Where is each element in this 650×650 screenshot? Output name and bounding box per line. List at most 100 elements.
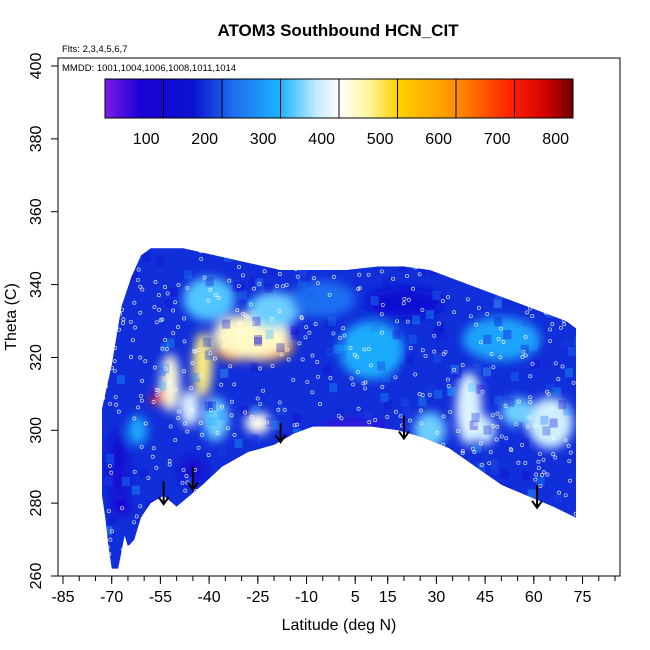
heatmap-pixel bbox=[252, 316, 261, 326]
y-tick-label: 340 bbox=[28, 271, 45, 298]
sample-marker bbox=[108, 537, 113, 542]
x-tick-label: 45 bbox=[476, 589, 494, 606]
sample-marker bbox=[488, 257, 493, 261]
sample-marker bbox=[325, 493, 330, 498]
sample-marker bbox=[413, 372, 418, 377]
sample-marker bbox=[329, 524, 334, 529]
heatmap-pixel bbox=[392, 330, 401, 340]
sample-marker bbox=[312, 471, 317, 476]
sample-marker bbox=[222, 472, 227, 477]
sample-marker bbox=[452, 559, 456, 563]
sample-marker bbox=[121, 321, 126, 326]
sample-marker bbox=[350, 565, 354, 569]
heatmap-pixel bbox=[150, 388, 159, 398]
heatmap-pixel bbox=[367, 531, 376, 541]
sample-marker bbox=[496, 336, 501, 341]
heatmap-pixel bbox=[571, 302, 576, 312]
sample-marker bbox=[304, 451, 309, 456]
heatmap-pixel bbox=[575, 309, 576, 319]
sample-marker bbox=[140, 287, 145, 292]
sample-marker bbox=[523, 553, 528, 558]
heatmap-pixel bbox=[335, 546, 344, 556]
heatmap-pixel bbox=[460, 274, 469, 284]
sample-marker bbox=[219, 252, 224, 257]
sample-marker bbox=[353, 458, 358, 463]
sample-marker bbox=[276, 407, 281, 412]
sample-marker bbox=[506, 500, 510, 505]
heatmap-pixel bbox=[192, 373, 201, 383]
sample-marker bbox=[165, 291, 170, 296]
sample-marker bbox=[164, 533, 169, 538]
heatmap-feature bbox=[527, 397, 573, 449]
sample-marker bbox=[516, 399, 521, 404]
sample-marker bbox=[406, 297, 411, 302]
sample-marker bbox=[196, 348, 201, 353]
sample-marker bbox=[187, 517, 192, 522]
sample-marker bbox=[146, 475, 151, 480]
sample-marker bbox=[517, 550, 522, 555]
sample-marker bbox=[548, 508, 552, 513]
heatmap-pixel bbox=[453, 369, 462, 379]
sample-marker bbox=[435, 430, 440, 435]
sample-marker bbox=[321, 450, 326, 455]
sample-marker bbox=[445, 377, 450, 382]
heatmap-feature bbox=[160, 353, 180, 413]
sample-marker bbox=[307, 436, 312, 441]
heatmap-pixel bbox=[503, 485, 512, 495]
heatmap-pixel bbox=[416, 463, 425, 474]
heatmap-pixel bbox=[271, 237, 279, 246]
sample-marker bbox=[490, 413, 495, 418]
sample-marker bbox=[227, 278, 232, 283]
sample-marker bbox=[420, 459, 425, 464]
sample-marker bbox=[539, 472, 544, 477]
heatmap-pixel bbox=[248, 277, 257, 287]
sample-marker bbox=[412, 526, 417, 531]
heatmap-pixel bbox=[225, 543, 234, 553]
sample-marker bbox=[176, 325, 180, 329]
sample-marker bbox=[136, 405, 140, 410]
sample-marker bbox=[355, 538, 360, 543]
sample-marker bbox=[211, 493, 215, 498]
sample-marker bbox=[279, 258, 284, 263]
heatmap-pixel bbox=[160, 343, 169, 353]
sample-marker bbox=[310, 390, 315, 395]
x-tick-label: 75 bbox=[574, 589, 592, 606]
sample-marker bbox=[196, 445, 201, 450]
sample-marker bbox=[520, 443, 525, 447]
heatmap-pixel bbox=[563, 406, 572, 416]
sample-marker bbox=[468, 468, 473, 473]
sample-marker bbox=[138, 310, 143, 315]
heatmap-pixel bbox=[299, 268, 308, 278]
sample-marker bbox=[243, 410, 248, 415]
heatmap-pixel bbox=[338, 350, 347, 360]
heatmap-pixel bbox=[264, 283, 273, 293]
sample-marker bbox=[112, 368, 117, 373]
sample-marker bbox=[536, 284, 541, 289]
sample-marker bbox=[257, 281, 262, 286]
x-tick-label: -55 bbox=[149, 589, 172, 606]
sample-marker bbox=[258, 366, 262, 371]
sample-marker bbox=[399, 439, 404, 443]
heatmap-pixel bbox=[202, 337, 212, 347]
sample-marker bbox=[230, 399, 234, 404]
sample-marker bbox=[317, 467, 322, 472]
heatmap-pixel bbox=[427, 386, 436, 396]
sample-marker bbox=[436, 321, 441, 326]
sample-marker bbox=[455, 475, 460, 480]
y-tick-label: 300 bbox=[28, 417, 45, 444]
heatmap-pixel bbox=[280, 479, 289, 489]
sample-marker bbox=[462, 262, 467, 267]
sample-marker bbox=[315, 374, 320, 379]
sample-marker bbox=[305, 379, 310, 384]
sample-marker bbox=[444, 488, 449, 493]
sample-marker bbox=[132, 300, 137, 305]
heatmap-pixel bbox=[157, 367, 166, 377]
sample-marker bbox=[495, 411, 500, 416]
sample-marker bbox=[208, 351, 213, 356]
sample-marker bbox=[265, 555, 270, 560]
sample-marker bbox=[222, 493, 227, 497]
sample-marker bbox=[363, 380, 368, 385]
sample-marker bbox=[232, 382, 237, 387]
heatmap-pixel bbox=[554, 493, 563, 503]
heatmap-pixel bbox=[574, 336, 576, 346]
